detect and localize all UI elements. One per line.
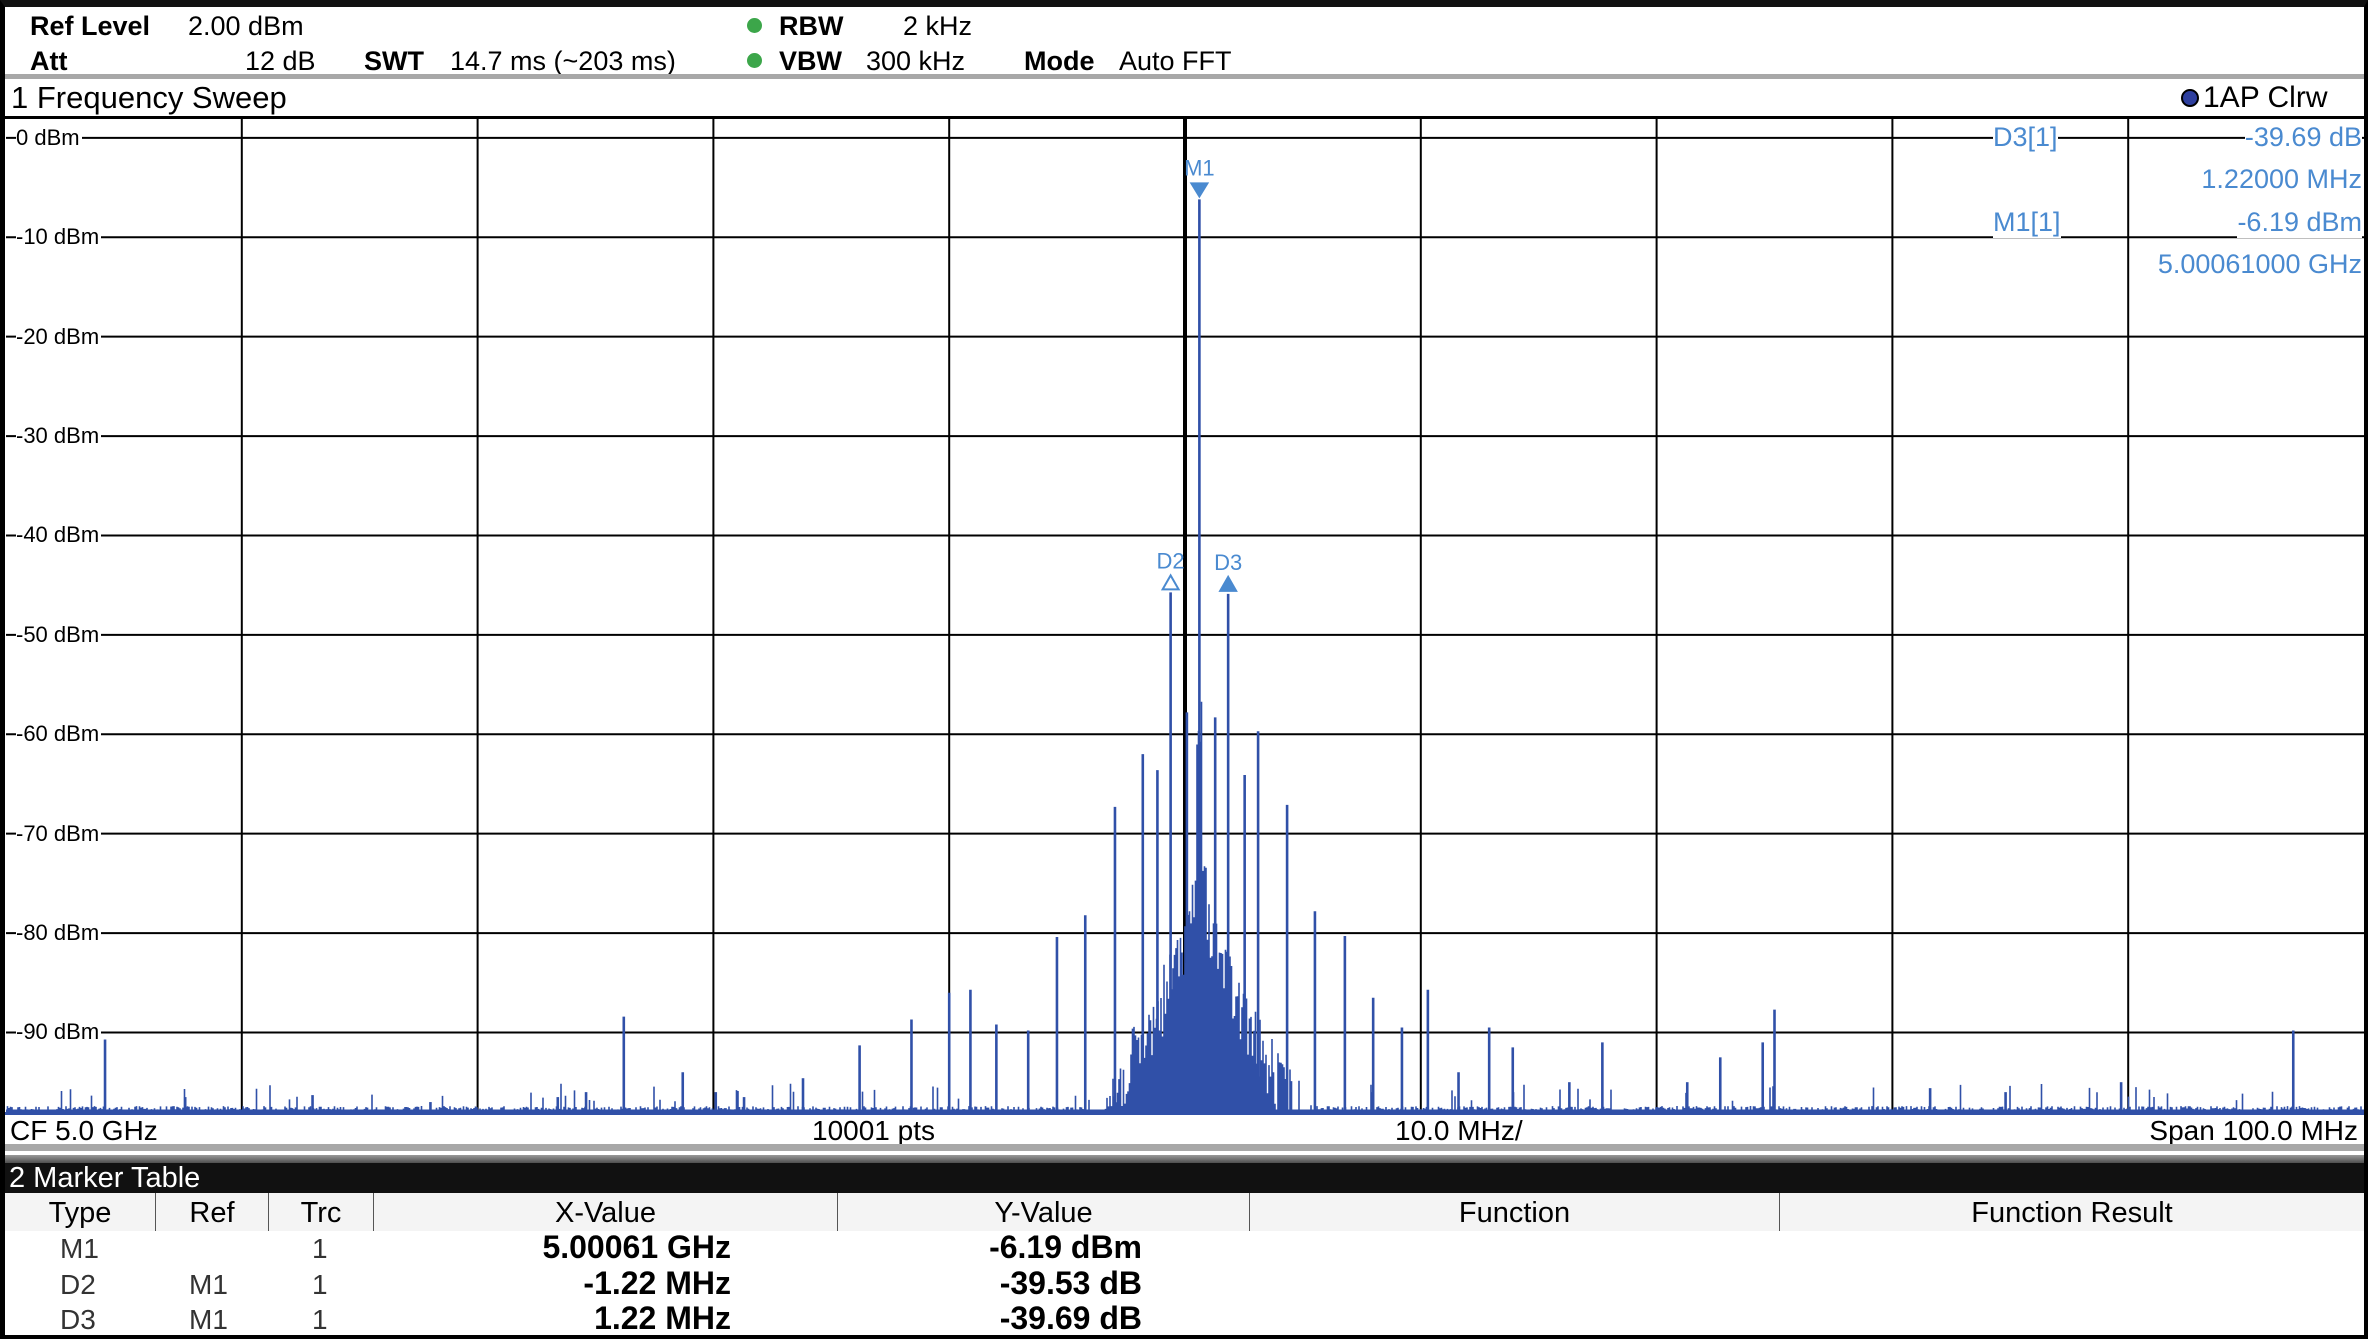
center-frequency[interactable]: CF 5.0 GHz xyxy=(10,1115,158,1146)
marker-d3: D3 xyxy=(1214,550,1242,592)
marker-triangle-icon[interactable] xyxy=(1218,574,1238,592)
vbw-value[interactable]: 300 kHz xyxy=(866,46,966,76)
y-tick-label: -10 dBm xyxy=(16,224,102,250)
trace-label[interactable]: 1AP Clrw xyxy=(2203,81,2328,114)
att-value[interactable]: 12 dB xyxy=(245,46,316,76)
marker-info-m1-level: -6.19 dBm xyxy=(2237,207,2362,238)
marker-info-m1-freq: 5.00061000 GHz xyxy=(2157,249,2362,279)
y-tick-label: -80 dBm xyxy=(16,920,102,946)
rbw-label: RBW xyxy=(779,11,844,41)
cell-trc: 1 xyxy=(312,1233,328,1264)
span[interactable]: Span 100.0 MHz xyxy=(2149,1115,2358,1146)
rbw-status-dot-icon xyxy=(747,18,762,33)
cell-type: M1 xyxy=(60,1233,99,1264)
header-divider xyxy=(5,74,2364,79)
footer-divider xyxy=(5,1144,2364,1151)
ref-level-label: Ref Level xyxy=(30,11,151,41)
y-tick-label: -50 dBm xyxy=(16,621,102,647)
cell-trc: 1 xyxy=(312,1304,328,1335)
cell-ref: M1 xyxy=(189,1269,228,1300)
frequency-per-division: 10.0 MHz/ xyxy=(1395,1115,1523,1146)
y-tick-label: -90 dBm xyxy=(16,1019,102,1045)
column-header-type: Type xyxy=(5,1193,156,1231)
att-label: Att xyxy=(30,46,68,76)
y-tick-label: -70 dBm xyxy=(16,820,102,846)
cell-ref: M1 xyxy=(189,1304,228,1335)
ref-level-value[interactable]: 2.00 dBm xyxy=(188,11,304,41)
vbw-status-dot-icon xyxy=(747,53,762,68)
mode-value[interactable]: Auto FFT xyxy=(1119,46,1232,76)
y-tick-label: -40 dBm xyxy=(16,522,102,548)
column-header-trc: Trc xyxy=(269,1193,374,1231)
y-tick-label: 0 dBm xyxy=(16,124,82,150)
cell-y-value: -39.53 dB xyxy=(999,1265,1142,1301)
sweep-points[interactable]: 10001 pts xyxy=(812,1115,935,1146)
trace-indicator-dot-icon xyxy=(2181,89,2199,107)
marker-d2: D2 xyxy=(1157,548,1185,591)
window-title: 1 Frequency Sweep xyxy=(11,80,287,115)
marker-triangle-icon[interactable] xyxy=(1160,573,1181,591)
marker-info-m1-label: M1[1] xyxy=(1993,207,2061,238)
swt-value[interactable]: 14.7 ms (~203 ms) xyxy=(450,46,676,76)
window-title-bar[interactable]: 1 Frequency Sweep 1AP Clrw xyxy=(5,80,2364,119)
y-tick-label: -60 dBm xyxy=(16,721,102,747)
marker-info-d3-label: D3[1] xyxy=(1993,122,2058,153)
marker-m1: M1 xyxy=(1184,155,1215,199)
spectrum-svg: M1 D2 D3 xyxy=(6,118,2364,1112)
column-header-x-value: X-Value xyxy=(374,1193,838,1231)
marker-label[interactable]: D2 xyxy=(1157,548,1185,573)
marker-table-title[interactable]: 2 Marker Table xyxy=(5,1163,2364,1193)
cell-trc: 1 xyxy=(312,1269,328,1300)
cell-type: D2 xyxy=(60,1269,96,1300)
y-tick-label: -20 dBm xyxy=(16,323,102,349)
marker-label[interactable]: D3 xyxy=(1214,550,1242,575)
vbw-label: VBW xyxy=(779,46,842,76)
marker-info-d3-level: -39.69 dB xyxy=(2244,122,2362,153)
cell-y-value: -39.69 dB xyxy=(999,1300,1142,1336)
column-header-function: Function xyxy=(1250,1193,1780,1231)
swt-label: SWT xyxy=(364,46,424,76)
rbw-value[interactable]: 2 kHz xyxy=(903,11,973,41)
mode-label: Mode xyxy=(1024,46,1095,76)
column-header-function-result: Function Result xyxy=(1971,1197,2173,1229)
column-header-ref: Ref xyxy=(156,1193,269,1231)
plot-footer: CF 5.0 GHz 10001 pts 10.0 MHz/ Span 100.… xyxy=(5,1112,2364,1147)
marker-table-header: Type Ref Trc X-Value Y-Value Function Fu… xyxy=(5,1193,2364,1231)
y-tick-label: -30 dBm xyxy=(16,423,102,449)
marker-label[interactable]: M1 xyxy=(1184,155,1215,180)
cell-type: D3 xyxy=(60,1304,96,1335)
cell-y-value: -6.19 dBm xyxy=(989,1229,1142,1265)
marker-info-d3-freq: 1.22000 MHz xyxy=(2201,164,2362,194)
column-header-y-value: Y-Value xyxy=(838,1193,1250,1231)
spectrum-plot[interactable]: M1 D2 D3 0 dBm -10 dBm -20 dBm -30 dBm -40 dBm… xyxy=(6,118,2364,1112)
cell-x-value: 5.00061 GHz xyxy=(542,1229,731,1265)
marker-triangle-icon[interactable] xyxy=(1189,182,1210,199)
cell-x-value: -1.22 MHz xyxy=(583,1265,731,1301)
cell-x-value: 1.22 MHz xyxy=(594,1300,731,1336)
